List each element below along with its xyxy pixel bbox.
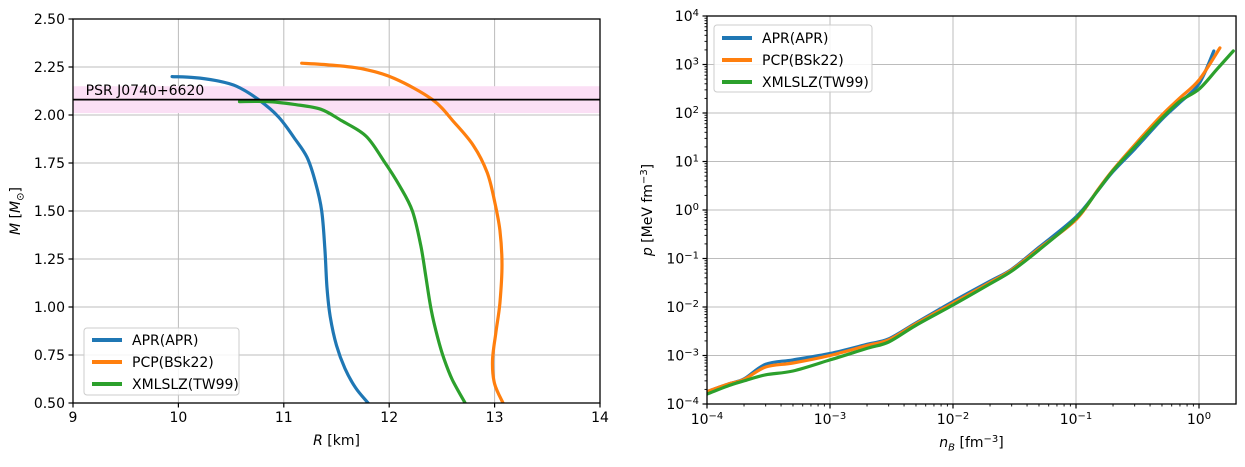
y-tick-label: 102 [675,105,699,122]
y-tick-label: 10−2 [666,299,699,316]
y-tick-label: 2.50 [34,12,65,28]
y-tick-label: 100 [675,202,699,219]
y-tick-label: 2.25 [34,60,65,76]
y-tick-label: 0.50 [34,396,65,412]
curve-apr-apr [170,75,370,403]
legend-item-xmlslz-tw99: XMLSLZ(TW99) [722,75,869,91]
y-tick-label: 1.75 [34,156,65,172]
x-tick-label: 11 [275,410,293,426]
x-tick-label: 100 [1187,411,1211,428]
psr-annotation: PSR J0740+6620 [86,83,205,99]
legend-item-apr-apr: APR(APR) [722,31,828,47]
curve-xmlslz-tw99 [707,49,1235,396]
curve-apr-apr [707,49,1216,394]
curve-pcp-bsk22 [300,61,505,403]
x-tick-label: 13 [486,410,504,426]
eos-x-axis-label: nB [fm−3] [939,434,1003,454]
x-tick-label: 10−3 [814,411,847,428]
y-tick-label: 1.25 [34,252,65,268]
legend-label-pcp-bsk22: PCP(BSk22) [762,53,844,69]
eos-curves [707,46,1235,396]
legend-label-xmlslz-tw99: XMLSLZ(TW99) [762,75,869,91]
x-tick-label: 10 [169,410,187,426]
eos-minor-ticks [704,17,1194,407]
x-tick-label: 10−1 [1060,411,1093,428]
y-tick-label: 101 [675,154,699,171]
mass-radius-plot: 9 10 11 12 13 14 0.50 0.75 1.00 1.25 1.50 1.75 2.00 2… [8,12,609,449]
legend-item-xmlslz-tw99: XMLSLZ(TW99) [92,377,239,393]
y-tick-label: 1.00 [34,300,65,316]
eos-plot: 10−4 10−3 10−2 10−1 100 10−4 10−3 10−2 10−1 100 10… [639,8,1237,454]
x-tick-label: 14 [591,410,609,426]
legend-label-apr-apr: APR(APR) [762,31,828,47]
x-tick-label: 10−4 [691,411,724,428]
y-tick-label: 10−1 [666,251,699,268]
y-tick-label: 2.00 [34,108,65,124]
y-tick-label: 1.50 [34,204,65,220]
mr-curves [170,61,505,403]
curve-pcp-bsk22 [707,46,1222,394]
x-tick-label: 10−2 [937,411,970,428]
y-tick-label: 10−4 [666,396,699,413]
curve-xmlslz-tw99 [237,99,467,403]
eos-legend: APR(APR) PCP(BSk22) XMLSLZ(TW99) [713,24,873,93]
x-tick-label: 12 [380,410,398,426]
eos-legend-box [713,24,873,93]
eos-y-axis-label: p [MeV fm−3] [639,164,656,257]
eos-grid [706,15,1237,405]
eos-ticks: 10−4 10−3 10−2 10−1 100 10−4 10−3 10−2 10−1 100 10… [666,8,1211,428]
x-tick-label: 9 [69,410,78,426]
legend-item-apr-apr: APR(APR) [92,333,198,349]
y-tick-label: 103 [675,57,699,74]
legend-label-apr-apr: APR(APR) [132,333,198,349]
mr-legend-box [83,327,240,396]
y-tick-label: 10−3 [666,348,699,365]
mr-x-axis-label: R [km] [313,433,360,449]
legend-label-xmlslz-tw99: XMLSLZ(TW99) [132,377,239,393]
mr-y-axis-label: M [M⊙] [8,187,27,235]
y-tick-label: 0.75 [34,348,65,364]
mr-ticks: 9 10 11 12 13 14 0.50 0.75 1.00 1.25 1.50 1.75 2.00 2… [34,12,609,426]
legend-item-pcp-bsk22: PCP(BSk22) [92,355,214,371]
legend-label-pcp-bsk22: PCP(BSk22) [132,355,214,371]
mr-legend: APR(APR) PCP(BSk22) XMLSLZ(TW99) [83,327,240,396]
y-tick-label: 104 [675,8,699,25]
legend-item-pcp-bsk22: PCP(BSk22) [722,53,844,69]
